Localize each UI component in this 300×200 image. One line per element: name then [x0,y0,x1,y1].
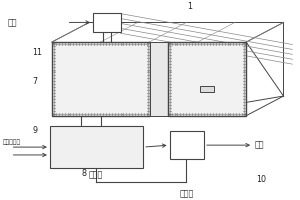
Bar [52,42,150,116]
Bar [150,42,168,116]
Bar [50,126,143,168]
Text: 固废: 固废 [8,18,17,27]
Bar [93,13,121,32]
Text: 10: 10 [256,175,266,184]
Text: 7: 7 [32,77,37,86]
Text: 产品: 产品 [255,141,265,150]
Bar [169,131,204,159]
Text: 1: 1 [187,2,192,11]
Text: 浓缩液: 浓缩液 [179,189,194,198]
Text: 添加剂溶液: 添加剂溶液 [3,140,21,145]
Text: 8: 8 [81,169,86,178]
Bar [200,86,214,92]
Text: 9: 9 [32,126,37,135]
Text: 11: 11 [32,48,42,57]
Bar [168,42,246,116]
Text: 反应水: 反应水 [89,171,103,180]
